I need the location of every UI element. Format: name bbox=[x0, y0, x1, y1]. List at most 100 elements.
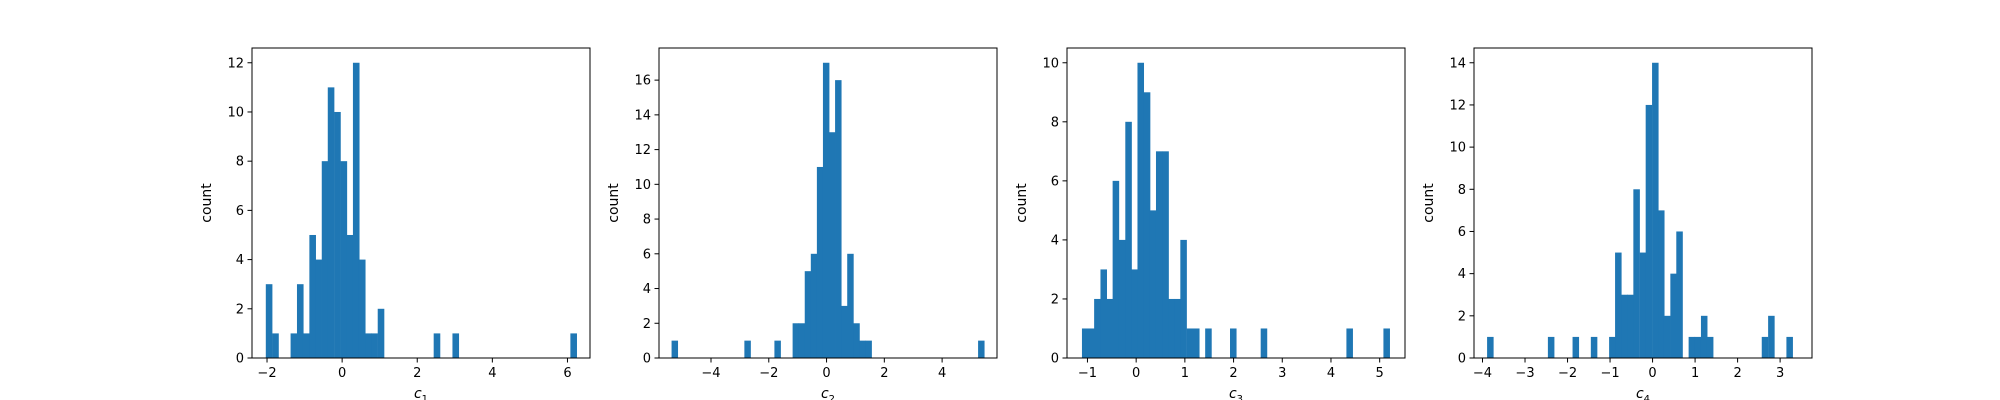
histogram-bar bbox=[865, 340, 872, 358]
histogram-bar bbox=[1688, 336, 1696, 358]
histogram-bar bbox=[1663, 315, 1671, 358]
histogram-bar bbox=[371, 333, 378, 358]
histogram-bar bbox=[1768, 315, 1775, 358]
histogram-bar bbox=[1346, 328, 1353, 358]
histogram-bar bbox=[365, 333, 372, 358]
histogram-bar bbox=[302, 333, 310, 358]
x-tick-label: 4 bbox=[488, 366, 496, 381]
y-tick-label: 2 bbox=[643, 317, 651, 332]
y-tick-label: 0 bbox=[1051, 352, 1059, 367]
histogram-bar bbox=[1572, 336, 1580, 358]
histogram-bar bbox=[321, 161, 329, 358]
histogram-bar bbox=[1143, 92, 1151, 358]
histogram-bar bbox=[334, 111, 341, 358]
x-tick-label: 2 bbox=[413, 366, 421, 381]
histogram-bar bbox=[804, 271, 812, 358]
histogram-bar bbox=[1700, 315, 1708, 358]
histogram-bar bbox=[570, 333, 577, 358]
x-axis-label-symbol: c bbox=[821, 386, 829, 400]
x-tick-label: −4 bbox=[701, 366, 720, 381]
y-tick-label: 0 bbox=[1458, 352, 1466, 367]
x-tick-label: 4 bbox=[1327, 366, 1335, 381]
x-axis-label-symbol: c bbox=[414, 386, 422, 400]
histogram-bar bbox=[829, 132, 836, 358]
histogram-bar bbox=[296, 284, 304, 358]
histogram-bar bbox=[1155, 151, 1163, 358]
x-tick-label: 0 bbox=[338, 366, 346, 381]
histogram-bar bbox=[1193, 328, 1200, 358]
histogram-bar bbox=[1761, 336, 1769, 358]
y-tick-label: 10 bbox=[1042, 56, 1059, 71]
y-tick-label: 6 bbox=[236, 204, 244, 219]
y-tick-label: 2 bbox=[1051, 292, 1059, 307]
histogram-bar bbox=[346, 234, 354, 358]
histogram-bar bbox=[1168, 298, 1175, 358]
histogram-bar bbox=[1786, 336, 1793, 358]
histogram-bar bbox=[1694, 336, 1702, 358]
bars-group bbox=[1487, 62, 1793, 358]
histogram-bar bbox=[810, 253, 818, 358]
y-tick-label: 10 bbox=[1449, 141, 1466, 156]
histogram-bar bbox=[309, 234, 316, 358]
x-tick-label: 2 bbox=[1733, 366, 1741, 381]
x-tick-label: 1 bbox=[1691, 366, 1699, 381]
y-tick-label: 14 bbox=[1449, 56, 1466, 71]
histogram-bar bbox=[1627, 294, 1634, 358]
y-tick-label: 8 bbox=[236, 155, 244, 170]
histogram-bar bbox=[1670, 273, 1677, 358]
y-tick-label: 12 bbox=[227, 56, 244, 71]
histogram-bar bbox=[1100, 269, 1107, 358]
histogram-bar bbox=[1112, 180, 1120, 358]
histogram-bar bbox=[1706, 336, 1714, 358]
y-tick-label: 0 bbox=[643, 352, 651, 367]
histogram-bar bbox=[1645, 104, 1653, 358]
x-axis-label-subscript: 1 bbox=[422, 394, 428, 400]
y-tick-label: 2 bbox=[1458, 309, 1466, 324]
histogram-bar bbox=[1615, 252, 1622, 358]
histogram-bar bbox=[1081, 328, 1089, 358]
histogram-bar bbox=[774, 340, 781, 358]
histogram-bar bbox=[1149, 210, 1157, 358]
x-tick-label: −3 bbox=[1515, 366, 1534, 381]
y-axis-label: count bbox=[606, 183, 622, 223]
histogram-bar bbox=[1180, 239, 1187, 358]
histogram-bar bbox=[1639, 252, 1647, 358]
histogram-bar bbox=[798, 323, 806, 358]
histogram-bar bbox=[1137, 62, 1145, 358]
histogram-bar bbox=[1118, 239, 1126, 358]
axes-frame bbox=[251, 47, 591, 359]
histogram-bar bbox=[744, 340, 751, 358]
x-tick-label: 0 bbox=[1648, 366, 1656, 381]
y-tick-label: 8 bbox=[1458, 183, 1466, 198]
histogram-bar bbox=[847, 253, 854, 358]
histogram-bar bbox=[352, 62, 360, 358]
x-tick-label: 2 bbox=[880, 366, 888, 381]
histogram-bar bbox=[792, 323, 800, 358]
y-tick-label: 4 bbox=[1051, 233, 1059, 248]
histogram-bar bbox=[340, 161, 348, 358]
y-axis-label: count bbox=[1421, 183, 1437, 223]
y-tick-label: 0 bbox=[236, 352, 244, 367]
x-axis-label-subscript: 3 bbox=[1237, 394, 1243, 400]
y-tick-label: 2 bbox=[236, 302, 244, 317]
histogram-bar bbox=[671, 340, 679, 358]
x-tick-label: −2 bbox=[759, 366, 778, 381]
histogram-bar bbox=[327, 87, 335, 359]
x-tick-label: 0 bbox=[822, 366, 830, 381]
histogram-bar bbox=[1230, 328, 1237, 358]
y-tick-label: 4 bbox=[643, 282, 651, 297]
x-tick-label: −1 bbox=[1600, 366, 1619, 381]
histogram-bar bbox=[859, 340, 866, 358]
histogram-bar bbox=[1131, 269, 1138, 358]
x-axis-label: c4 bbox=[1636, 386, 1650, 400]
histogram-bar bbox=[1590, 336, 1598, 358]
x-tick-label: 3 bbox=[1776, 366, 1784, 381]
histogram-bar bbox=[358, 259, 366, 358]
histogram-bar bbox=[978, 340, 985, 358]
x-tick-label: 3 bbox=[1278, 366, 1286, 381]
histogram-bar bbox=[452, 333, 460, 358]
x-axis-label-symbol: c bbox=[1229, 386, 1237, 400]
histogram-bar bbox=[1547, 336, 1555, 358]
